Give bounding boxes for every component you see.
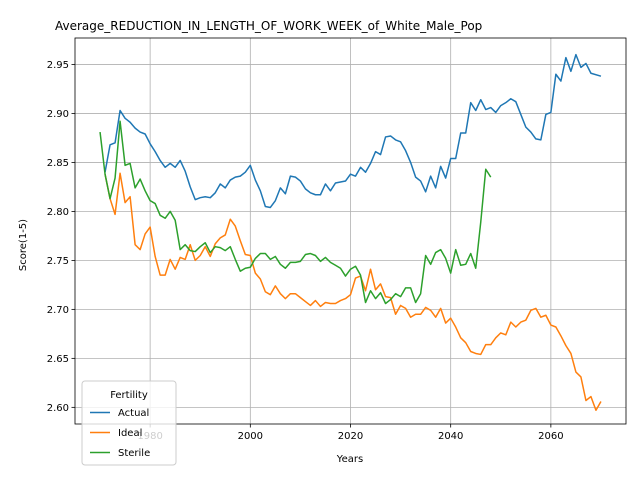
- x-axis: 19802000202020402060: [137, 424, 564, 442]
- legend-label-sterile: Sterile: [118, 448, 150, 459]
- y-axis: 2.60 2.65 2.70 2.75 2.80 2.85 2.90 2.95: [47, 60, 75, 414]
- x-axis-label: Years: [336, 454, 363, 465]
- y-tick-label: 2.60: [47, 403, 69, 414]
- series-line-ideal: [104, 172, 602, 412]
- series-line-actual: [104, 53, 602, 209]
- legend: Fertility Actual Ideal Sterile: [81, 380, 177, 466]
- y-tick-label: 2.65: [47, 354, 69, 365]
- series-group: [99, 53, 602, 412]
- y-tick-label: 2.75: [47, 256, 69, 267]
- series-line-sterile: [99, 120, 492, 305]
- x-tick-label: 2040: [438, 431, 463, 442]
- x-tick-label: 2020: [338, 431, 363, 442]
- legend-label-ideal: Ideal: [118, 428, 142, 439]
- legend-label-actual: Actual: [118, 408, 149, 419]
- y-tick-label: 2.70: [47, 305, 69, 316]
- y-tick-label: 2.95: [47, 60, 69, 71]
- y-tick-label: 2.90: [47, 109, 69, 120]
- legend-title: Fertility: [110, 390, 148, 401]
- legend-box: [81, 380, 177, 466]
- chart-title: Average_REDUCTION_IN_LENGTH_OF_WORK_WEEK…: [55, 19, 482, 33]
- y-tick-label: 2.80: [47, 207, 69, 218]
- y-tick-label: 2.85: [47, 158, 69, 169]
- x-tick-label: 2060: [538, 431, 563, 442]
- y-axis-label: Score(1-5): [18, 219, 29, 271]
- x-tick-label: 2000: [238, 431, 263, 442]
- grid: [75, 38, 626, 424]
